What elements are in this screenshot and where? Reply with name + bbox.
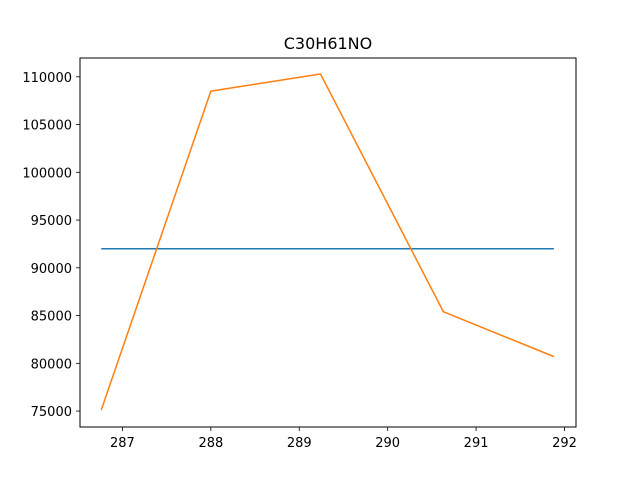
y-tick-label: 110000 (22, 71, 72, 86)
x-tick-label: 290 (375, 436, 400, 451)
y-tick-label: 75000 (31, 405, 72, 420)
y-tick-label: 105000 (22, 119, 72, 134)
y-tick-label: 100000 (22, 166, 72, 181)
y-tick-label: 85000 (31, 310, 72, 325)
y-tick-label: 95000 (31, 214, 72, 229)
y-tick-label: 90000 (31, 262, 72, 277)
chart-title: C30H61NO (284, 34, 372, 53)
x-axis: 287 288 289 290 291 292 (110, 427, 577, 451)
x-tick-label: 288 (198, 436, 223, 451)
plot-frame (79, 57, 577, 428)
y-tick-label: 80000 (31, 357, 72, 372)
x-tick-label: 289 (287, 436, 312, 451)
x-tick-label: 287 (110, 436, 135, 451)
series-layer (100, 73, 555, 411)
x-tick-label: 292 (552, 436, 577, 451)
y-axis: 75000 80000 85000 90000 95000 100000 105000 110… (22, 71, 80, 420)
series-line-2 (100, 73, 555, 411)
x-tick-label: 291 (464, 436, 489, 451)
